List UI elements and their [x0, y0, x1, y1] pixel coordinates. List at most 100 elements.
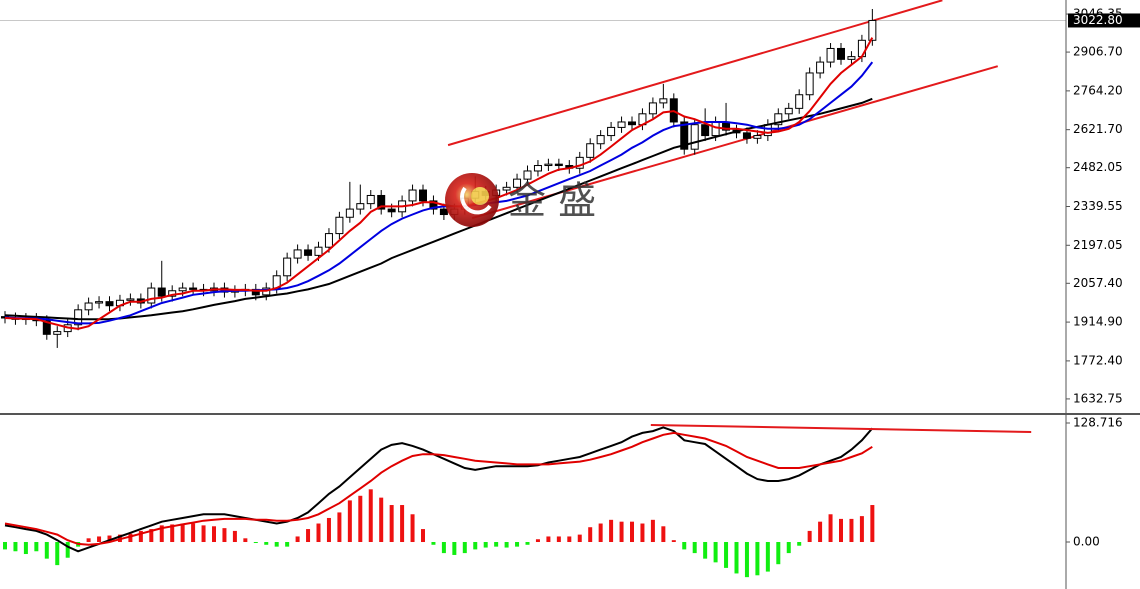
- macd-bar: [588, 527, 593, 543]
- macd-bar: [295, 536, 300, 543]
- macd-bar: [828, 514, 833, 543]
- macd-bar: [546, 536, 551, 543]
- candle-body: [157, 287, 166, 297]
- y-tick-label: 2197.05: [1073, 238, 1123, 252]
- macd-bar: [316, 523, 321, 543]
- candle-body: [439, 208, 448, 216]
- macd-bar: [410, 514, 415, 543]
- macd-bar: [44, 542, 49, 559]
- candle-body: [596, 135, 605, 145]
- macd-bar: [285, 542, 290, 547]
- candle-body: [387, 208, 396, 213]
- candle-body: [356, 203, 365, 210]
- macd-bar: [577, 534, 582, 543]
- y-tick-label: 1772.40: [1073, 353, 1123, 367]
- candle-body: [126, 298, 135, 301]
- moving-average: [4, 97, 873, 321]
- macd-bar: [23, 542, 28, 555]
- y-tick-label: 2482.05: [1073, 160, 1123, 174]
- candle-body: [84, 302, 93, 311]
- macd-bar: [243, 538, 248, 543]
- candle-body: [324, 233, 333, 248]
- candle-body: [711, 121, 720, 137]
- macd-bar: [765, 542, 770, 572]
- macd-bar: [358, 495, 363, 543]
- candle-body: [795, 94, 804, 109]
- macd-bar: [274, 542, 279, 547]
- macd-bar: [107, 535, 112, 543]
- macd-bar: [431, 542, 436, 545]
- macd-bar: [515, 542, 520, 547]
- macd-bar: [839, 518, 843, 543]
- macd-bar: [473, 542, 478, 550]
- macd-bar: [138, 530, 143, 543]
- candle-body: [701, 124, 710, 137]
- macd-bar: [818, 521, 823, 543]
- macd-bar: [734, 542, 739, 574]
- moving-average: [4, 61, 874, 325]
- last-price-label: 3022.80: [1073, 13, 1123, 27]
- macd-bar: [201, 525, 206, 543]
- macd-bar: [3, 542, 7, 550]
- candle-body: [680, 121, 689, 150]
- candle-body: [178, 287, 187, 292]
- candle-body: [314, 246, 323, 256]
- macd-line: [4, 426, 874, 553]
- candle-body: [805, 72, 814, 96]
- candle-body: [617, 121, 626, 128]
- candle-body: [575, 156, 584, 169]
- macd-bar: [97, 536, 102, 543]
- y-tick-label: 2906.70: [1073, 45, 1123, 59]
- macd-bar: [180, 523, 185, 543]
- macd-bar: [692, 542, 697, 554]
- candle-body: [774, 113, 783, 126]
- last-price-box: [1068, 13, 1140, 28]
- macd-bar: [347, 500, 352, 543]
- macd-bar: [149, 529, 154, 543]
- macd-bar: [661, 526, 666, 543]
- candle-body: [377, 194, 386, 210]
- y-tick-label: 1632.75: [1073, 391, 1123, 405]
- macd-bar: [535, 539, 540, 543]
- candle-body: [690, 124, 699, 150]
- macd-bar: [326, 517, 331, 543]
- macd-bar: [55, 542, 60, 566]
- y-tick-label: 2339.55: [1073, 199, 1123, 213]
- macd-bar: [86, 538, 91, 543]
- candle-body: [868, 19, 877, 41]
- macd-bar: [671, 540, 676, 543]
- y-tick-label: 2057.40: [1073, 276, 1123, 290]
- candle-body: [408, 189, 417, 202]
- macd-bar: [232, 530, 237, 543]
- watermark-text: 金 盛: [508, 179, 596, 223]
- macd-bar: [556, 536, 561, 543]
- macd-bar: [264, 542, 269, 545]
- candle-body: [513, 178, 522, 188]
- candle-body: [293, 249, 302, 259]
- macd-bar: [682, 542, 687, 550]
- macd-bar: [609, 519, 614, 543]
- candle-body: [74, 309, 83, 326]
- candle-body: [753, 135, 762, 139]
- candle-body: [419, 189, 427, 202]
- macd-bar: [755, 542, 760, 576]
- macd-bar: [462, 542, 467, 554]
- macd-bar: [619, 521, 624, 543]
- price-panel: [0, 0, 1066, 348]
- candle-body: [502, 186, 511, 191]
- candle-body: [95, 301, 104, 304]
- macd-bar: [379, 497, 384, 543]
- macd-bar: [630, 521, 634, 543]
- candle-body: [189, 287, 198, 290]
- candle-body: [554, 163, 563, 167]
- macd-bar: [128, 533, 133, 543]
- candle-body: [816, 61, 825, 74]
- candle-body: [533, 165, 542, 172]
- moving-average: [4, 37, 874, 330]
- candle-body: [586, 143, 595, 158]
- price-axis: 3046.352906.702764.202621.702482.052339.…: [1066, 7, 1140, 549]
- candle-body: [826, 47, 835, 63]
- macd-bar: [253, 542, 258, 544]
